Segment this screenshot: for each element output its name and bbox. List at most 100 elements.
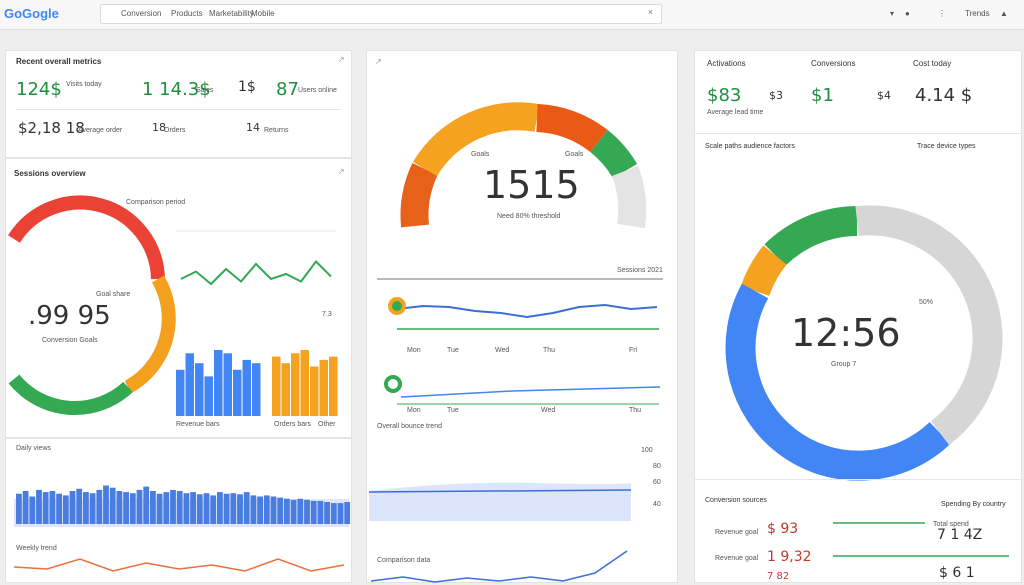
- device-donut-caption: Group 7: [831, 361, 857, 368]
- daily-bar: [324, 502, 330, 524]
- daily-bar: [330, 503, 337, 524]
- daily-bar: [150, 491, 156, 524]
- donut-green: [8, 374, 133, 416]
- pin-icon[interactable]: ↗: [338, 55, 345, 64]
- gauge-deep: [535, 104, 608, 153]
- chart-tag: Sessions 2021: [617, 267, 663, 274]
- daily-bar: [109, 487, 116, 524]
- device-donut-tag: 50%: [919, 299, 934, 306]
- donut-top-label: Goal share: [96, 291, 131, 298]
- donut-orange: [124, 275, 176, 394]
- daily-bar: [42, 492, 49, 524]
- account-icon[interactable]: ▲: [1000, 9, 1008, 18]
- row-right-value-2: $ 6 1: [939, 565, 975, 581]
- gauge-left-label: Goals: [471, 151, 490, 158]
- orders-bar: [272, 356, 281, 416]
- green-marker-inner: [392, 301, 402, 311]
- daily-bar: [69, 491, 76, 524]
- bottom-title: Conversion sources: [705, 497, 767, 504]
- daily-bar: [123, 492, 129, 524]
- revenue-bars: [176, 350, 261, 416]
- section-title: Scale paths audience factors: [705, 143, 795, 150]
- sessions-graphics: [8, 195, 338, 416]
- trends-link[interactable]: Trends: [965, 9, 990, 18]
- axis-r3: 60: [653, 479, 661, 486]
- daily-bar: [263, 495, 270, 524]
- kpi-caption: Average lead time: [707, 109, 764, 116]
- row-tag-1: Revenue goal: [715, 529, 759, 536]
- sessions-line: [396, 303, 658, 319]
- search-bar[interactable]: Conversion Products Marketability Mobile…: [100, 4, 662, 24]
- row-value-2: 1 9,32: [767, 549, 812, 565]
- x-tick-b3: Wed: [541, 407, 556, 414]
- daily-bar: [83, 492, 89, 524]
- app-logo[interactable]: GoGogle: [4, 6, 59, 21]
- daily-bar: [237, 494, 243, 524]
- daily-bar: [223, 493, 230, 524]
- pin-icon[interactable]: ↗: [375, 57, 382, 66]
- kpi-value-2: $1: [811, 85, 834, 106]
- daily-bar: [22, 491, 29, 524]
- panel-title: Sessions overview: [14, 169, 86, 178]
- x-tick-b1: Mon: [407, 407, 421, 414]
- nav-products[interactable]: Products: [171, 9, 203, 18]
- daily-bar: [257, 496, 263, 524]
- metric-third-value: 1$: [238, 79, 256, 95]
- bar-caption-right: Orders bars: [274, 421, 311, 428]
- daily-bar: [317, 500, 324, 524]
- daily-bar: [89, 493, 96, 524]
- daily-bar: [129, 493, 136, 524]
- daily-bar: [36, 489, 42, 524]
- kpi-label-1: Activations: [707, 59, 746, 68]
- revenue-bar: [242, 359, 251, 416]
- gauge-caption: Need 80% threshold: [497, 213, 561, 220]
- daily-bar: [96, 489, 103, 524]
- daily-bar: [156, 493, 163, 524]
- device-donut: [725, 205, 1009, 557]
- metric-sales-value: 1 14.3$: [142, 79, 211, 100]
- x-tick-4: Thu: [543, 347, 556, 354]
- daily-bar: [103, 485, 109, 524]
- daily-bar: [183, 493, 190, 524]
- daily-bar: [243, 492, 250, 524]
- donut-seg-gray: [855, 205, 1003, 446]
- revenue-bar: [176, 369, 185, 416]
- pin-icon[interactable]: ↗: [338, 167, 345, 176]
- chart-subtitle: Comparison period: [126, 199, 186, 206]
- metric-sales-label: Sales: [196, 87, 214, 94]
- daily-bar: [210, 495, 217, 524]
- gauge-value: 1515: [483, 163, 580, 207]
- panel-caption-2: Weekly trend: [16, 545, 57, 552]
- nav-conversion[interactable]: Conversion: [121, 9, 162, 18]
- metric-orders-label: Orders: [164, 127, 186, 134]
- nav-marketability[interactable]: Marketability: [209, 9, 254, 18]
- daily-bar: [16, 493, 22, 524]
- daily-bar: [297, 498, 304, 524]
- axis-r2: 80: [653, 463, 661, 470]
- area-caption: Overall bounce trend: [377, 423, 442, 430]
- clear-search-icon[interactable]: ×: [647, 7, 653, 17]
- line-chart-label: 7.3: [322, 311, 332, 318]
- metric-returns-label: Returns: [264, 127, 289, 134]
- daily-bar: [284, 498, 290, 524]
- nav-mobile[interactable]: Mobile: [251, 9, 275, 18]
- caret-down-icon[interactable]: ▾: [890, 9, 895, 18]
- daily-bar: [143, 486, 150, 524]
- mic-icon[interactable]: ●: [905, 9, 910, 18]
- daily-bar: [170, 489, 176, 524]
- revenue-bar: [223, 353, 232, 416]
- panel-caption: Daily views: [16, 445, 52, 452]
- daily-bar: [310, 500, 317, 524]
- more-icon[interactable]: ⋮: [938, 9, 946, 18]
- daily-bar: [29, 496, 36, 524]
- metric-avg-order-label: Average order: [78, 127, 123, 134]
- row-tag-2: Revenue goal: [715, 555, 759, 562]
- kpi-value-3: 4.14 $: [915, 85, 973, 106]
- bounce-line: [400, 386, 661, 398]
- metric-returns-value: 14: [246, 121, 260, 134]
- daily-bar: [56, 493, 62, 524]
- revenue-bar: [185, 353, 194, 416]
- gauge-green: [589, 130, 638, 179]
- revenue-bar: [252, 363, 261, 416]
- metric-avg-order-value: $2,18 18: [18, 119, 85, 137]
